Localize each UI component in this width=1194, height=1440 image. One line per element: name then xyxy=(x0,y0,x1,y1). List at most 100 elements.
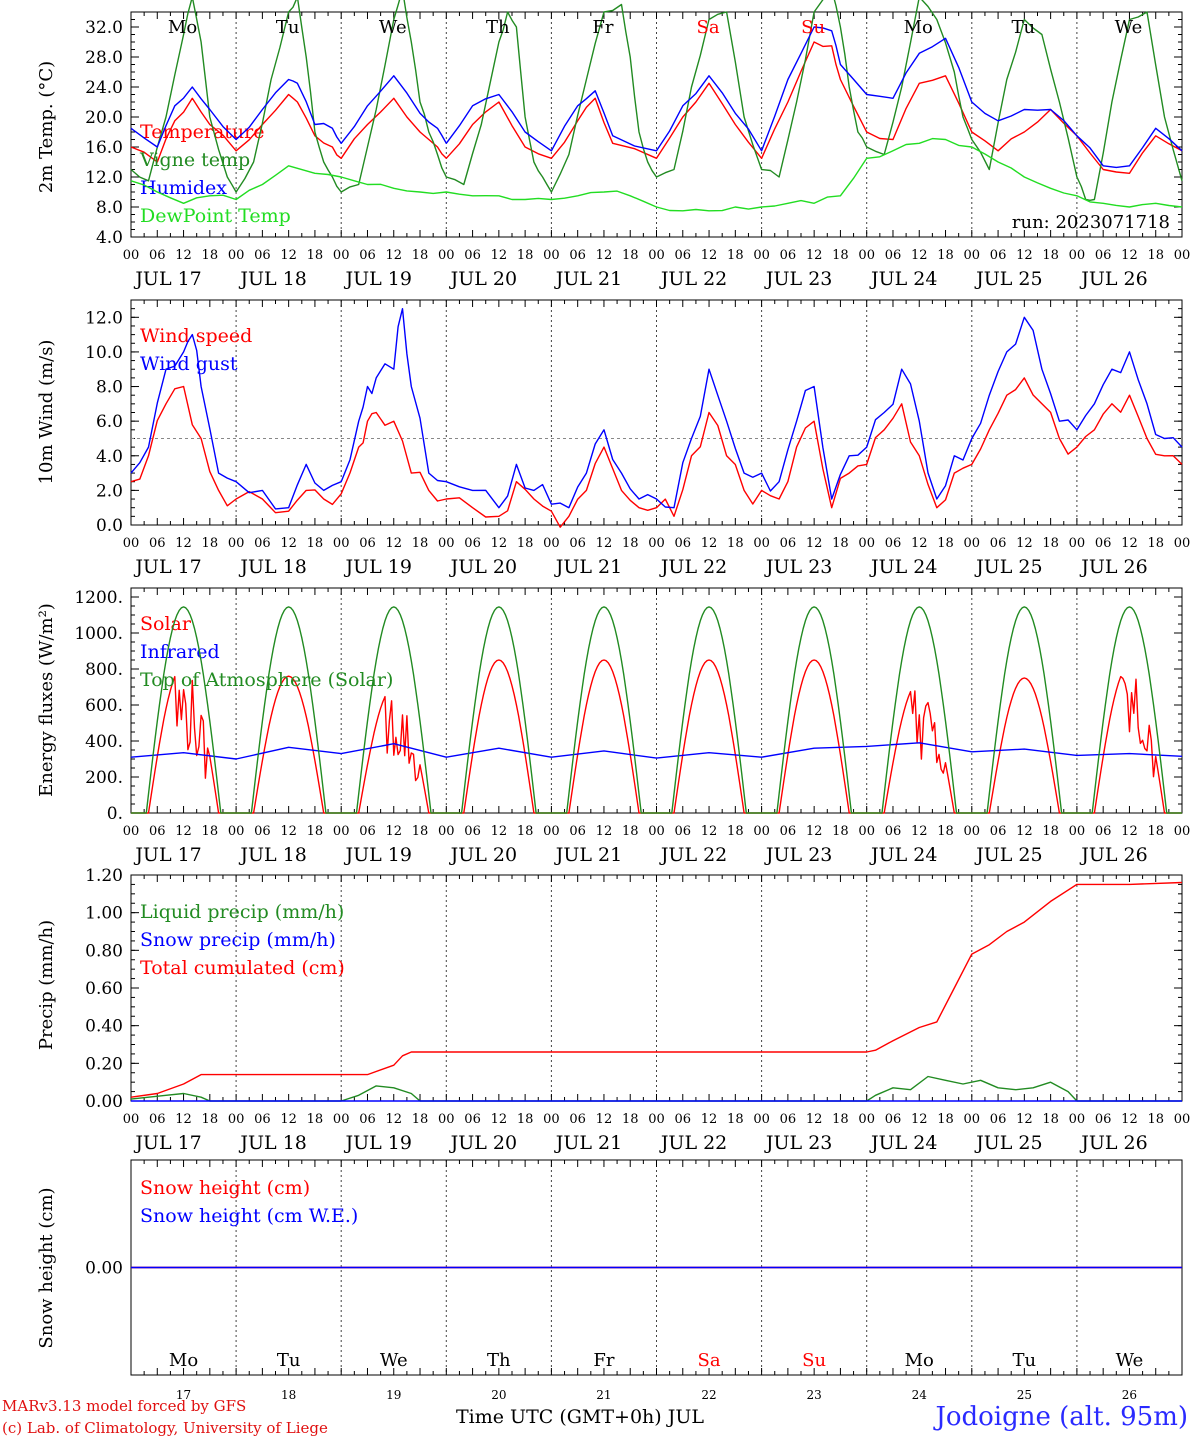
hour-tick-label: 18 xyxy=(412,536,429,551)
day-label: JUL 26 xyxy=(1079,844,1147,866)
hour-tick-label: 06 xyxy=(464,248,481,263)
day-label: JUL 21 xyxy=(554,268,622,290)
hour-tick-label: 00 xyxy=(858,536,875,551)
legend-entry: Snow height (cm) xyxy=(140,1177,310,1199)
y-tick-label: 8.0 xyxy=(96,378,123,398)
day-number-label: 17 xyxy=(176,1388,191,1402)
hour-tick-label: 00 xyxy=(438,1112,455,1127)
hour-tick-label: 12 xyxy=(385,824,402,839)
time-axis-label: Time UTC (GMT+0h) JUL xyxy=(456,1406,704,1428)
y-tick-label: 4.0 xyxy=(96,228,123,248)
hour-tick-label: 18 xyxy=(1042,824,1059,839)
y-tick-label: 8.0 xyxy=(96,198,123,218)
day-label: JUL 19 xyxy=(344,556,412,578)
hour-tick-label: 18 xyxy=(1042,536,1059,551)
hour-tick-label: 12 xyxy=(280,536,297,551)
hour-tick-label: 00 xyxy=(858,824,875,839)
hour-tick-label: 12 xyxy=(596,824,613,839)
hour-tick-label: 18 xyxy=(1042,1112,1059,1127)
hour-tick-label: 18 xyxy=(727,536,744,551)
hour-tick-label: 06 xyxy=(780,536,797,551)
y-tick-label: 1000. xyxy=(74,624,123,644)
day-label: JUL 21 xyxy=(554,844,622,866)
y-axis-label: Energy fluxes (W/m²) xyxy=(36,603,57,797)
hour-tick-label: 06 xyxy=(780,1112,797,1127)
hour-tick-label: 12 xyxy=(175,824,192,839)
hour-tick-label: 12 xyxy=(806,824,823,839)
hour-tick-label: 12 xyxy=(385,248,402,263)
hour-tick-label: 12 xyxy=(911,536,928,551)
hour-tick-label: 00 xyxy=(648,1112,665,1127)
day-label: JUL 18 xyxy=(238,844,306,866)
hour-tick-label: 18 xyxy=(937,536,954,551)
hour-tick-label: 12 xyxy=(806,536,823,551)
hour-tick-label: 12 xyxy=(175,1112,192,1127)
hour-tick-label: 18 xyxy=(1042,248,1059,263)
series-line-vigne-temp xyxy=(130,0,1183,201)
hour-tick-label: 06 xyxy=(149,248,166,263)
hour-tick-label: 06 xyxy=(254,536,271,551)
series-line-total-cumulated-cm xyxy=(130,881,1183,1098)
series-line-humidex xyxy=(130,26,1183,169)
hour-tick-label: 00 xyxy=(123,1112,140,1127)
day-label: JUL 26 xyxy=(1079,556,1147,578)
y-tick-label: 1.00 xyxy=(85,904,123,924)
y-axis-label: Snow height (cm) xyxy=(36,1187,57,1348)
legend-entry: Total cumulated (cm) xyxy=(140,957,345,979)
hour-tick-label: 06 xyxy=(569,248,586,263)
hour-tick-label: 18 xyxy=(202,1112,219,1127)
y-axis-label: 10m Wind (m/s) xyxy=(36,340,57,485)
hour-tick-label: 00 xyxy=(753,824,770,839)
hour-tick-label: 00 xyxy=(123,248,140,263)
hour-tick-label: 12 xyxy=(911,248,928,263)
hour-tick-label: 12 xyxy=(911,824,928,839)
hour-tick-label: 06 xyxy=(885,824,902,839)
hour-tick-label: 06 xyxy=(885,536,902,551)
series-line-dewpoint-temp xyxy=(130,137,1183,212)
hour-tick-label: 18 xyxy=(832,536,849,551)
weekday-label: Sa xyxy=(698,1350,721,1371)
weekday-label: Tu xyxy=(1012,17,1036,38)
weekday-label: Th xyxy=(487,1350,511,1371)
y-tick-label: 16.0 xyxy=(85,138,123,158)
y-axis-label: Precip (mm/h) xyxy=(36,920,57,1050)
y-tick-label: 28.0 xyxy=(85,48,123,68)
hour-tick-label: 18 xyxy=(202,824,219,839)
hour-tick-label: 06 xyxy=(1095,536,1112,551)
hour-tick-label: 00 xyxy=(438,248,455,263)
hour-tick-label: 18 xyxy=(937,1112,954,1127)
day-label: JUL 18 xyxy=(238,1132,306,1154)
hour-tick-label: 06 xyxy=(990,824,1007,839)
hour-tick-label: 12 xyxy=(701,1112,718,1127)
hour-tick-label: 06 xyxy=(885,248,902,263)
weekday-label: Fr xyxy=(592,17,613,38)
y-tick-label: 0.40 xyxy=(85,1017,123,1037)
weekday-label: We xyxy=(1115,17,1143,38)
hour-tick-label: 18 xyxy=(937,248,954,263)
hour-tick-label: 00 xyxy=(1069,824,1086,839)
day-label: JUL 18 xyxy=(238,556,306,578)
hour-tick-label: 06 xyxy=(885,1112,902,1127)
weekday-label: Mo xyxy=(905,1350,934,1371)
hour-tick-label: 06 xyxy=(1095,248,1112,263)
hour-tick-label: 18 xyxy=(517,536,534,551)
day-label: JUL 22 xyxy=(659,844,727,866)
day-number-label: 20 xyxy=(491,1388,506,1402)
day-label: JUL 25 xyxy=(974,1132,1042,1154)
hour-tick-label: 18 xyxy=(622,824,639,839)
weekday-label: Sa xyxy=(697,17,720,38)
hour-tick-label: 00 xyxy=(858,248,875,263)
day-label: JUL 22 xyxy=(659,556,727,578)
day-label: JUL 17 xyxy=(133,268,201,290)
hour-tick-label: 18 xyxy=(937,824,954,839)
hour-tick-label: 00 xyxy=(964,248,981,263)
hour-tick-label: 06 xyxy=(149,1112,166,1127)
y-tick-label: 1200. xyxy=(74,588,123,608)
legend-entry: DewPoint Temp xyxy=(140,205,291,227)
hour-tick-label: 00 xyxy=(964,824,981,839)
day-label: JUL 24 xyxy=(869,844,937,866)
legend-entry: Liquid precip (mm/h) xyxy=(140,901,344,923)
hour-tick-label: 12 xyxy=(491,536,508,551)
hour-tick-label: 06 xyxy=(675,248,692,263)
hour-tick-label: 12 xyxy=(1016,1112,1033,1127)
